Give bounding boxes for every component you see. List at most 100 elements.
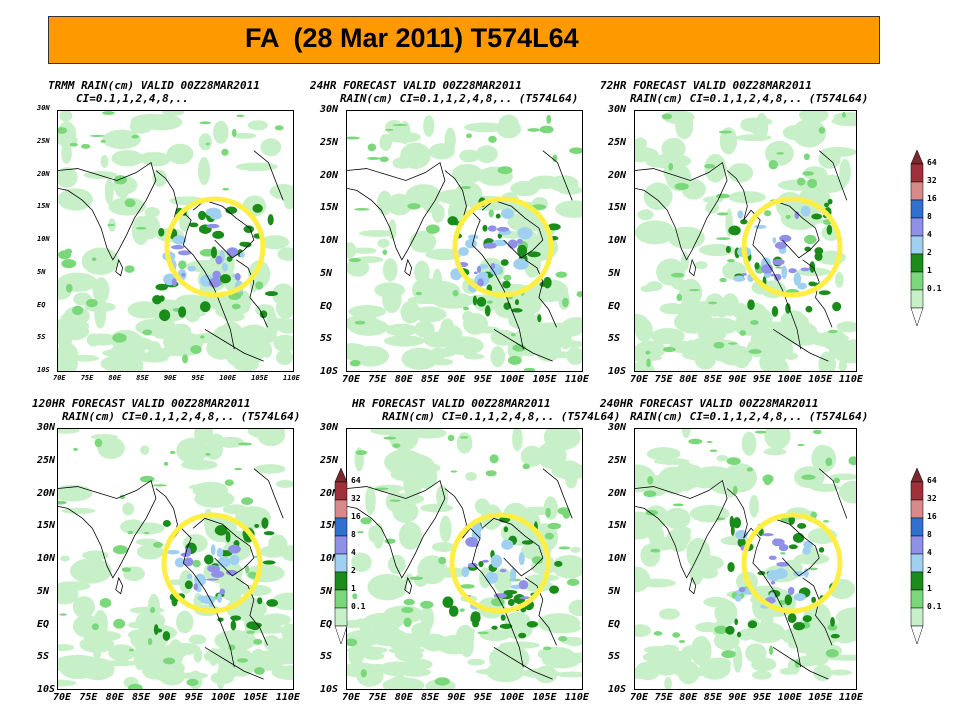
rain-contour [686, 537, 711, 567]
rain-contour [549, 585, 560, 594]
rain-contour [193, 583, 199, 591]
rainfall-map [634, 428, 857, 690]
rain-contour [555, 200, 582, 218]
rain-contour [501, 208, 514, 219]
rain-contour [500, 259, 509, 266]
rain-contour [694, 466, 734, 483]
rain-contour [273, 334, 293, 353]
lon-tick-labels: 70E 75E 80E 85E 90E 95E 100E 105E 110E [53, 692, 300, 703]
colorbar-label: 16 [927, 194, 937, 203]
rain-contour [660, 655, 673, 668]
rain-contour [392, 499, 419, 523]
rain-contour [534, 665, 558, 684]
lon-tick-label: 85E [136, 374, 149, 382]
rain-contour [384, 538, 396, 544]
rain-contour [796, 177, 806, 186]
rain-contour [728, 191, 766, 204]
rain-contour [188, 634, 207, 645]
lon-tick-label: 70E [53, 374, 66, 382]
rain-contour [58, 429, 80, 434]
rain-contour [674, 182, 689, 190]
rain-contour [558, 546, 571, 550]
coastline [635, 161, 728, 261]
rain-contour [58, 581, 91, 591]
rain-contour [490, 329, 517, 346]
colorbar-segment [910, 607, 924, 627]
rain-contour [558, 636, 568, 642]
rain-contour [721, 650, 736, 659]
rain-contour [547, 223, 561, 231]
rain-contour [737, 210, 744, 219]
rain-contour [241, 497, 254, 506]
colorbar [910, 467, 924, 652]
lon-tick-label: 110E [838, 692, 863, 703]
rain-contour [770, 580, 776, 585]
rain-contour [820, 147, 856, 158]
rain-contour [194, 429, 214, 444]
rain-contour [719, 277, 727, 283]
colorbar-label: 32 [927, 176, 937, 185]
rain-contour [60, 555, 70, 562]
lon-tick-labels: 70E 75E 80E 85E 90E 95E 100E 105E 110E [630, 692, 863, 703]
rain-contour [163, 461, 169, 466]
rain-contour [423, 331, 455, 348]
rain-contour [112, 545, 129, 555]
colorbar-segment [910, 181, 924, 201]
rain-contour [420, 503, 454, 513]
rain-contour [385, 323, 418, 337]
rain-contour [264, 291, 278, 297]
rain-contour [673, 667, 708, 678]
rain-contour [122, 502, 135, 516]
rain-contour [788, 268, 797, 274]
rain-contour [136, 544, 164, 560]
rain-contour [403, 617, 412, 628]
rain-contour [688, 438, 703, 445]
rain-contour [178, 260, 187, 270]
lat-tick-label: 15N [608, 520, 627, 532]
rain-contour [460, 584, 475, 589]
rain-contour [456, 432, 473, 454]
rain-contour [518, 552, 525, 566]
rain-contour [266, 599, 279, 607]
rain-contour [407, 203, 421, 210]
rain-contour [768, 555, 777, 560]
rain-contour [818, 351, 837, 371]
rain-contour [635, 624, 652, 638]
rain-contour [668, 162, 674, 171]
rain-contour [640, 285, 654, 293]
rain-contour [140, 445, 150, 455]
lon-tick-label: 80E [394, 692, 413, 703]
rain-contour [497, 166, 513, 175]
rain-contour [253, 233, 262, 239]
rain-contour [379, 156, 389, 163]
rain-contour [255, 281, 264, 290]
rain-contour [830, 616, 835, 627]
rain-contour [763, 477, 772, 486]
rain-contour [534, 337, 562, 362]
rain-contour [257, 597, 263, 605]
rain-contour [147, 341, 162, 356]
rain-contour [409, 576, 424, 580]
rain-contour [671, 272, 685, 278]
rain-contour [487, 225, 497, 232]
rain-contour [227, 544, 241, 554]
rain-contour [91, 623, 100, 631]
rain-contour [199, 595, 216, 605]
rain-contour [502, 280, 511, 289]
rain-contour [399, 667, 431, 677]
rain-contour [689, 336, 731, 357]
rain-contour [539, 125, 554, 134]
rain-contour [215, 255, 223, 265]
rain-contour [189, 222, 199, 228]
lat-tick-label: 5N [608, 585, 621, 597]
rain-contour [727, 561, 735, 573]
rain-contour [661, 137, 686, 160]
rain-contour [543, 276, 552, 289]
rain-contour [643, 209, 652, 219]
rain-contour [467, 658, 485, 666]
rain-contour [107, 223, 115, 227]
rain-contour [635, 318, 653, 343]
rain-contour [764, 429, 791, 450]
rain-contour [360, 517, 372, 525]
rain-contour [664, 676, 672, 689]
